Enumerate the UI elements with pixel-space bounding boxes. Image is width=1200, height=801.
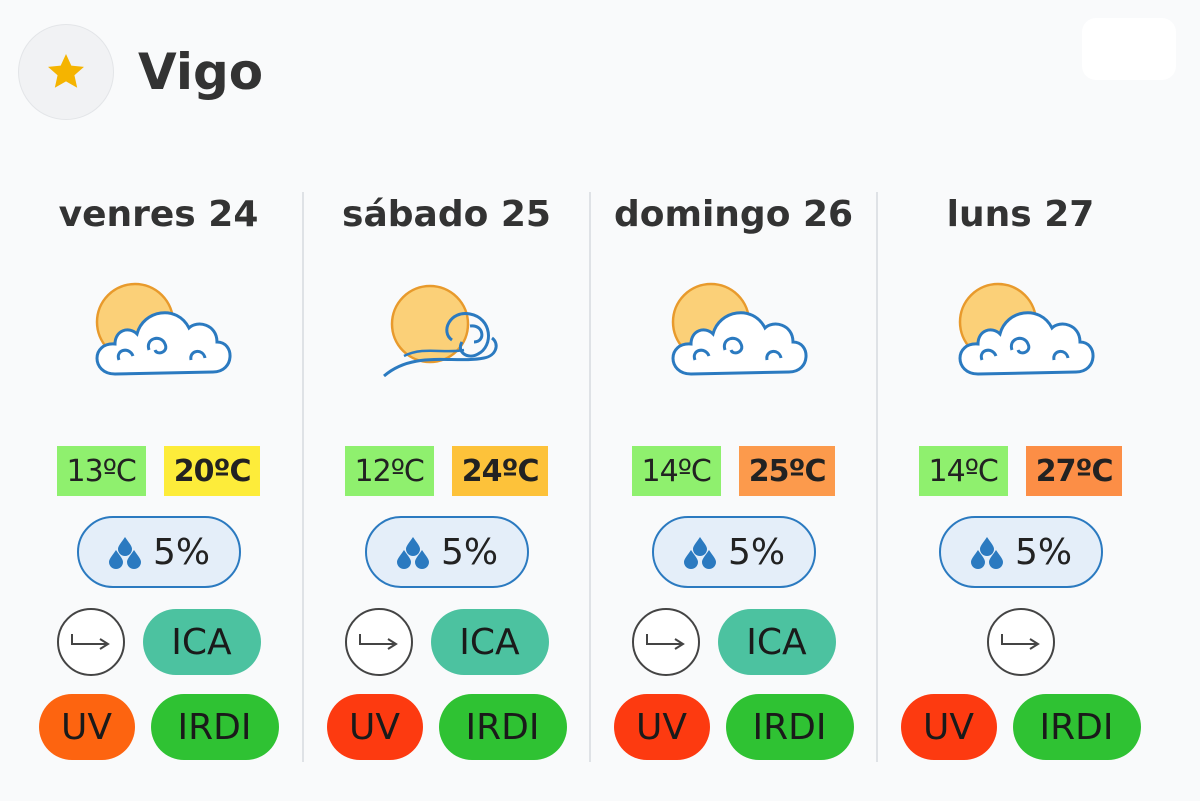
temp-max: 27ºC	[1025, 446, 1123, 496]
star-icon	[48, 54, 84, 88]
irdi-badge[interactable]: IRDI	[438, 694, 567, 760]
raindrops-icon	[970, 537, 1003, 569]
wind-button[interactable]	[631, 608, 700, 676]
irdi-badge[interactable]: IRDI	[1012, 694, 1141, 760]
rain-value: 5%	[152, 531, 211, 573]
wind-direction-arrow-icon	[1000, 634, 1040, 650]
day-column[interactable]: venres 24 13ºC 20ºC 5%	[15, 192, 302, 762]
temp-max: 25ºC	[738, 446, 836, 496]
header: Vigo	[18, 22, 263, 122]
day-title: venres 24	[58, 194, 259, 235]
city-name: Vigo	[138, 43, 264, 101]
day-column[interactable]: sábado 25 12ºC 24ºC 5%	[302, 192, 589, 762]
temp-max: 20ºC	[163, 446, 261, 496]
uv-badge[interactable]: UV	[613, 694, 710, 760]
wind-button[interactable]	[986, 608, 1055, 676]
rain-probability[interactable]: 5%	[364, 516, 529, 588]
rain-value: 5%	[440, 531, 499, 573]
wind-button[interactable]	[344, 608, 413, 676]
raindrops-icon	[683, 537, 716, 569]
temp-max: 24ºC	[451, 446, 549, 496]
wind-direction-arrow-icon	[70, 634, 110, 650]
day-title: sábado 25	[342, 194, 551, 235]
sun-behind-cloud-icon	[671, 282, 808, 376]
temp-min: 13ºC	[56, 446, 146, 496]
day-column[interactable]: luns 27 14ºC 27ºC 5%	[876, 192, 1163, 762]
irdi-badge[interactable]: IRDI	[150, 694, 279, 760]
sun-behind-cloud-icon	[95, 282, 232, 376]
rain-probability[interactable]: 5%	[76, 516, 241, 588]
sun-behind-cloud-icon	[958, 282, 1095, 376]
ica-badge[interactable]: ICA	[717, 609, 836, 675]
uv-badge[interactable]: UV	[38, 694, 135, 760]
wind-button[interactable]	[56, 608, 125, 676]
irdi-badge[interactable]: IRDI	[725, 694, 854, 760]
raindrops-icon	[396, 537, 429, 569]
raindrops-icon	[108, 537, 141, 569]
temp-min: 14ºC	[631, 446, 721, 496]
favorite-button[interactable]	[18, 24, 114, 120]
uv-badge[interactable]: UV	[900, 694, 997, 760]
ica-badge[interactable]: ICA	[142, 609, 261, 675]
day-title: domingo 26	[613, 194, 854, 235]
rain-probability[interactable]: 5%	[938, 516, 1103, 588]
temp-min: 14ºC	[918, 446, 1008, 496]
temp-min: 12ºC	[344, 446, 434, 496]
rain-value: 5%	[1014, 531, 1073, 573]
rain-probability[interactable]: 5%	[651, 516, 816, 588]
ica-badge[interactable]: ICA	[430, 609, 549, 675]
corner-panel	[1082, 18, 1176, 80]
sun-wind-cloud-icon	[383, 284, 498, 378]
day-title: luns 27	[946, 194, 1095, 235]
rain-value: 5%	[727, 531, 786, 573]
wind-direction-arrow-icon	[645, 634, 685, 650]
wind-direction-arrow-icon	[358, 634, 398, 650]
uv-badge[interactable]: UV	[326, 694, 423, 760]
forecast-days: venres 24 13ºC 20ºC 5%	[15, 192, 1175, 762]
day-column[interactable]: domingo 26 14ºC 25ºC 5%	[589, 192, 876, 762]
